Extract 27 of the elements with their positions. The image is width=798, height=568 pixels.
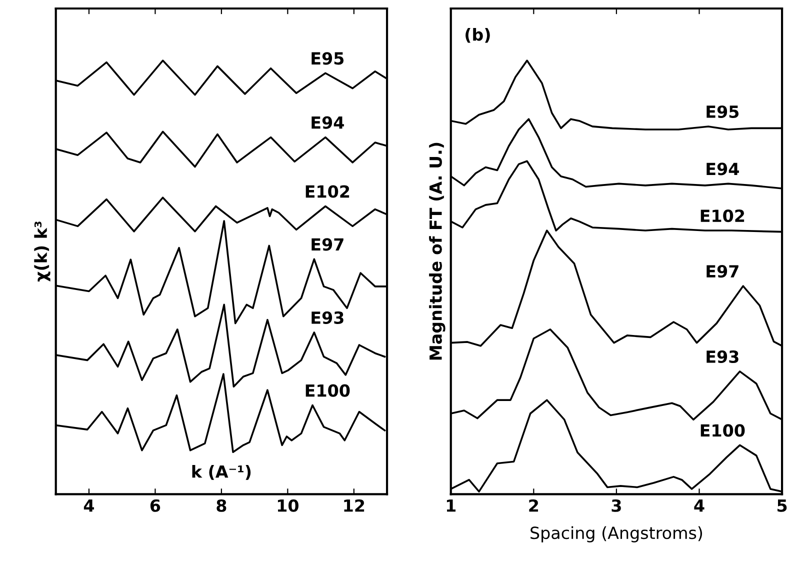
x-tick-label: 8 [216,499,226,512]
series-label: E97 [706,265,738,278]
x-tick-label: 3 [612,499,621,512]
series-label: E94 [312,116,344,129]
x-tick-label: 2 [529,499,538,512]
series-label: E100 [306,384,350,397]
x-tick-label: 12 [344,499,364,512]
series-label: E95 [312,52,344,65]
y-axis-title: Magnitude of FT (A. U.) [429,142,446,360]
series-label: E93 [312,311,344,324]
x-tick-label: 4 [84,500,94,512]
series-label: E94 [706,162,739,176]
x-axis-title: Spacing (Angstroms) [530,526,702,542]
x-tick-label: 1 [446,500,456,512]
series-label: E102 [700,209,744,222]
series-label: E93 [706,350,738,364]
series-label: E95 [706,105,739,118]
text: (b) [466,28,490,43]
series-label: E97 [312,238,344,251]
series-label: E100 [700,424,745,437]
x-tick-label: 5 [778,500,787,512]
series-label: E102 [306,185,350,198]
x-axis-title: k (A⁻¹) [192,465,251,480]
x-tick-label: 6 [150,499,160,512]
x-tick-label: 4 [694,500,704,512]
y-axis-title: χ(k) k³ [34,222,50,282]
x-tick-label: 10 [278,499,298,512]
